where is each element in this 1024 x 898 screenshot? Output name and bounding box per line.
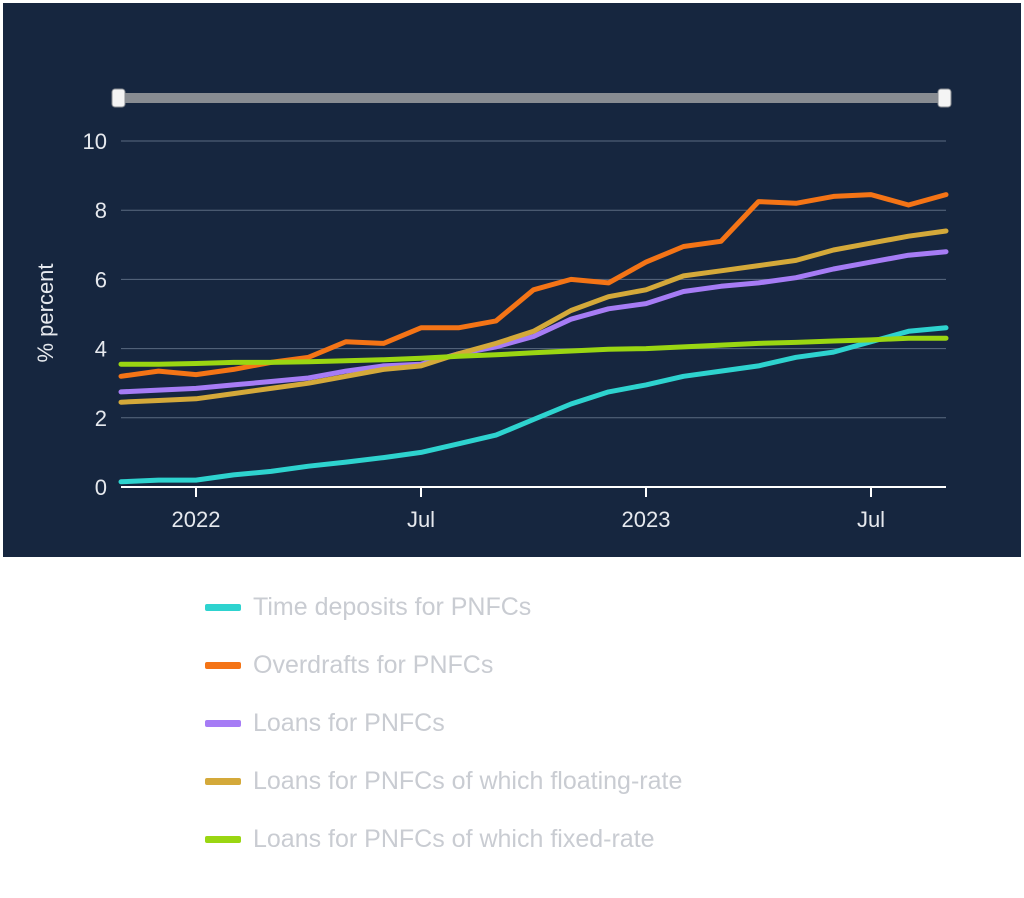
x-tick-label: Jul	[407, 507, 435, 532]
chart-panel: 0 2 4 6 8 10 2022 Jul 2023 Jul % percent	[3, 3, 1021, 557]
legend-swatch	[205, 661, 241, 669]
y-tick-label: 0	[95, 475, 107, 500]
legend-swatch	[205, 603, 241, 611]
navigator-left-handle[interactable]	[111, 88, 126, 108]
legend-item[interactable]: Time deposits for PNFCs	[205, 578, 682, 636]
legend-item[interactable]: Overdrafts for PNFCs	[205, 636, 682, 694]
x-tick-label: 2023	[622, 507, 671, 532]
legend-label: Overdrafts for PNFCs	[253, 650, 494, 679]
legend-item[interactable]: Loans for PNFCs	[205, 694, 682, 752]
legend-label: Time deposits for PNFCs	[253, 592, 532, 621]
legend-label: Loans for PNFCs of which floating-rate	[253, 766, 683, 795]
x-tick-label: Jul	[857, 507, 885, 532]
y-tick-label: 6	[95, 267, 107, 292]
series-line-1	[118, 325, 949, 485]
series-line-3	[118, 249, 949, 395]
y-axis-label: % percent	[33, 263, 58, 362]
legend-item[interactable]: Loans for PNFCs of which fixed-rate	[205, 810, 682, 868]
y-tick-label: 10	[83, 129, 107, 154]
legend-swatch	[205, 835, 241, 843]
series-line-4	[118, 228, 949, 405]
navigator-right-handle[interactable]	[937, 88, 952, 108]
y-tick-label: 4	[95, 337, 107, 362]
y-tick-label: 2	[95, 406, 107, 431]
legend-label: Loans for PNFCs	[253, 708, 445, 737]
line-chart: 0 2 4 6 8 10 2022 Jul 2023 Jul % percent	[33, 88, 952, 532]
navigator-track[interactable]	[116, 93, 947, 103]
y-tick-label: 8	[95, 198, 107, 223]
legend-swatch	[205, 777, 241, 785]
legend: Time deposits for PNFCs Overdrafts for PN…	[205, 578, 682, 868]
legend-item[interactable]: Loans for PNFCs of which floating-rate	[205, 752, 682, 810]
legend-label: Loans for PNFCs of which fixed-rate	[253, 824, 655, 853]
x-tick-label: 2022	[172, 507, 221, 532]
legend-swatch	[205, 719, 241, 727]
range-navigator[interactable]	[111, 88, 952, 108]
series-line-5	[118, 335, 949, 367]
